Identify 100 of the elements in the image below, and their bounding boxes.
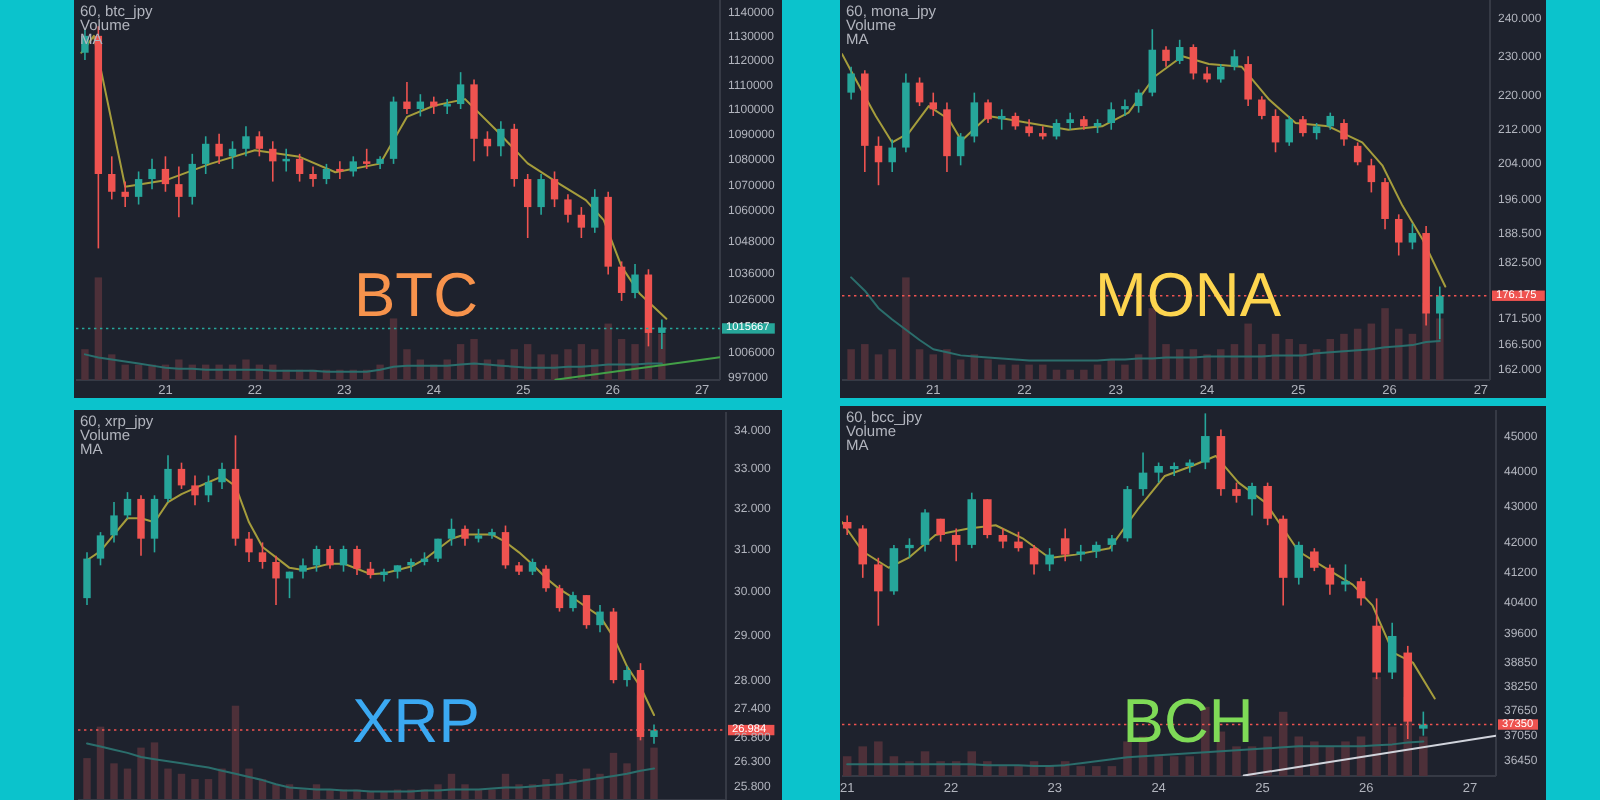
bar xyxy=(1092,766,1101,776)
bar xyxy=(299,789,307,800)
bar xyxy=(1014,766,1023,776)
candlestick xyxy=(1148,28,1157,98)
bar xyxy=(1123,741,1132,776)
candlestick xyxy=(1381,177,1389,231)
candlestick xyxy=(650,723,658,745)
bar xyxy=(542,779,550,800)
candlestick xyxy=(564,193,572,224)
candlestick xyxy=(1201,412,1210,470)
candlestick xyxy=(255,130,264,158)
candlestick xyxy=(242,125,250,158)
candlestick xyxy=(202,135,210,175)
candlestick xyxy=(461,524,469,547)
bar xyxy=(997,364,1006,380)
bar xyxy=(123,768,132,800)
bar xyxy=(110,763,118,800)
candlestick xyxy=(569,590,577,613)
candlestick xyxy=(353,544,361,576)
bar xyxy=(488,789,496,800)
candlestick xyxy=(929,91,938,117)
bar xyxy=(389,318,398,380)
candlestick xyxy=(403,81,411,115)
bar xyxy=(596,773,604,800)
candlestick xyxy=(447,517,456,547)
candlestick xyxy=(542,564,550,593)
candlestick xyxy=(322,163,331,185)
bar xyxy=(1025,364,1033,380)
bar xyxy=(1066,369,1074,380)
bar xyxy=(874,741,883,776)
candlestick xyxy=(215,133,223,165)
bar xyxy=(204,779,213,800)
candlestick xyxy=(623,665,631,688)
candlestick xyxy=(204,474,213,503)
candlestick xyxy=(1294,540,1304,586)
bar xyxy=(943,349,951,380)
candlestick xyxy=(1299,115,1307,138)
bar xyxy=(1185,756,1195,776)
bar xyxy=(137,747,145,800)
bar xyxy=(861,344,869,380)
bar xyxy=(1039,364,1047,380)
candlestick xyxy=(299,557,307,580)
candlestick xyxy=(191,474,199,507)
candlestick xyxy=(582,594,591,630)
bar xyxy=(272,784,280,800)
candlestick xyxy=(847,66,855,101)
candlestick xyxy=(1230,48,1239,72)
candlestick xyxy=(617,260,626,302)
candlestick xyxy=(150,494,159,554)
bar xyxy=(1340,333,1348,380)
candlestick xyxy=(108,155,116,201)
candlestick xyxy=(1263,481,1272,527)
candlestick xyxy=(1340,118,1348,147)
candlestick xyxy=(312,544,321,573)
candlestick xyxy=(983,498,992,540)
candlestick xyxy=(407,557,415,573)
bar xyxy=(497,359,505,380)
bar xyxy=(81,349,89,380)
candlestick xyxy=(1045,547,1054,572)
candlestick xyxy=(161,155,170,193)
candlestick xyxy=(537,173,545,216)
text: XRP xyxy=(352,686,480,756)
bar xyxy=(177,773,186,800)
line-series xyxy=(80,34,668,320)
bar xyxy=(175,359,183,380)
bar xyxy=(1258,344,1266,380)
candlestick xyxy=(110,501,118,544)
bar xyxy=(902,277,910,380)
candlestick xyxy=(1244,55,1252,107)
candlestick xyxy=(1419,710,1428,737)
bar xyxy=(1162,344,1170,380)
candlestick xyxy=(123,491,132,520)
candlestick xyxy=(1367,157,1376,194)
candlestick xyxy=(188,153,196,206)
candlestick xyxy=(1154,461,1163,484)
candlestick xyxy=(1066,111,1074,131)
candlestick xyxy=(956,132,965,167)
candlestick xyxy=(920,508,930,553)
bar xyxy=(537,354,545,380)
bar xyxy=(456,344,465,380)
candlestick xyxy=(295,153,304,183)
bar xyxy=(1285,338,1293,380)
bar xyxy=(1093,364,1102,380)
bar xyxy=(121,364,129,380)
candlestick xyxy=(269,140,277,183)
bar xyxy=(984,359,992,380)
candlestick xyxy=(1185,458,1195,474)
candlestick xyxy=(258,541,267,570)
candlestick xyxy=(1387,622,1397,680)
candlestick xyxy=(1341,563,1350,593)
bar xyxy=(470,338,478,380)
bar xyxy=(245,768,253,800)
candlestick xyxy=(1271,108,1280,154)
bar xyxy=(1045,766,1054,776)
candlestick xyxy=(1039,125,1047,141)
bar xyxy=(1011,364,1020,380)
bar xyxy=(83,758,91,800)
candlestick xyxy=(121,180,129,208)
bar xyxy=(998,766,1008,776)
candlestick xyxy=(984,98,992,124)
